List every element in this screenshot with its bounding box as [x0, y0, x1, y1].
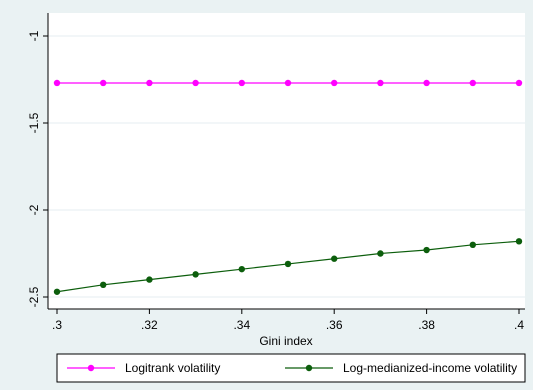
- x-axis-title: Gini index: [259, 334, 312, 348]
- series-1-point: [192, 79, 199, 87]
- x-tick-label: .3: [52, 318, 62, 332]
- series-1-point: [238, 79, 245, 87]
- series-1-point: [377, 79, 384, 87]
- series-1-point: [146, 79, 153, 87]
- y-tick-label: -1.5: [27, 112, 41, 133]
- legend-label-1: Logitrank volatility: [125, 361, 220, 375]
- y-axis-ticks: -2.5 -2 -1.5 -1: [27, 30, 48, 307]
- series-2-point: [377, 250, 384, 257]
- data-series: [53, 79, 523, 295]
- legend-marker-1: [87, 364, 95, 372]
- x-tick-label: .36: [326, 318, 343, 332]
- series-2-point: [423, 246, 430, 254]
- series-2-point: [331, 255, 338, 262]
- x-tick-label: .34: [233, 318, 250, 332]
- series-2-point: [146, 276, 153, 283]
- series-2-point: [515, 238, 523, 245]
- series-1-point: [331, 79, 338, 87]
- series-1-point: [423, 79, 430, 87]
- series-1-point: [284, 79, 292, 87]
- series-2-point: [469, 241, 476, 248]
- x-tick-label: .32: [141, 318, 158, 332]
- y-tick-label: -2.5: [27, 286, 41, 307]
- series-1-point: [53, 79, 61, 87]
- series-2-point: [100, 281, 107, 289]
- x-tick-label: .4: [514, 318, 524, 332]
- series-1-point: [469, 79, 476, 87]
- series-2-point: [238, 265, 245, 273]
- gridlines: [48, 35, 525, 298]
- y-tick-label: -1: [27, 30, 41, 41]
- legend-label-2: Log-medianized-income volatility: [343, 361, 517, 375]
- plot-area: [48, 13, 525, 309]
- series-2-point: [192, 271, 199, 278]
- series-1-point: [515, 79, 523, 87]
- x-axis-ticks: .3 .32 .34 .36 .38 .4: [52, 309, 524, 332]
- y-tick-label: -2: [27, 204, 41, 215]
- series-2-point: [284, 260, 292, 268]
- x-tick-label: .38: [418, 318, 435, 332]
- series-1-point: [100, 79, 107, 87]
- legend-marker-2: [305, 364, 313, 372]
- legend: Logitrank volatility Log-medianized-incom…: [67, 361, 517, 375]
- series-2-point: [53, 288, 61, 295]
